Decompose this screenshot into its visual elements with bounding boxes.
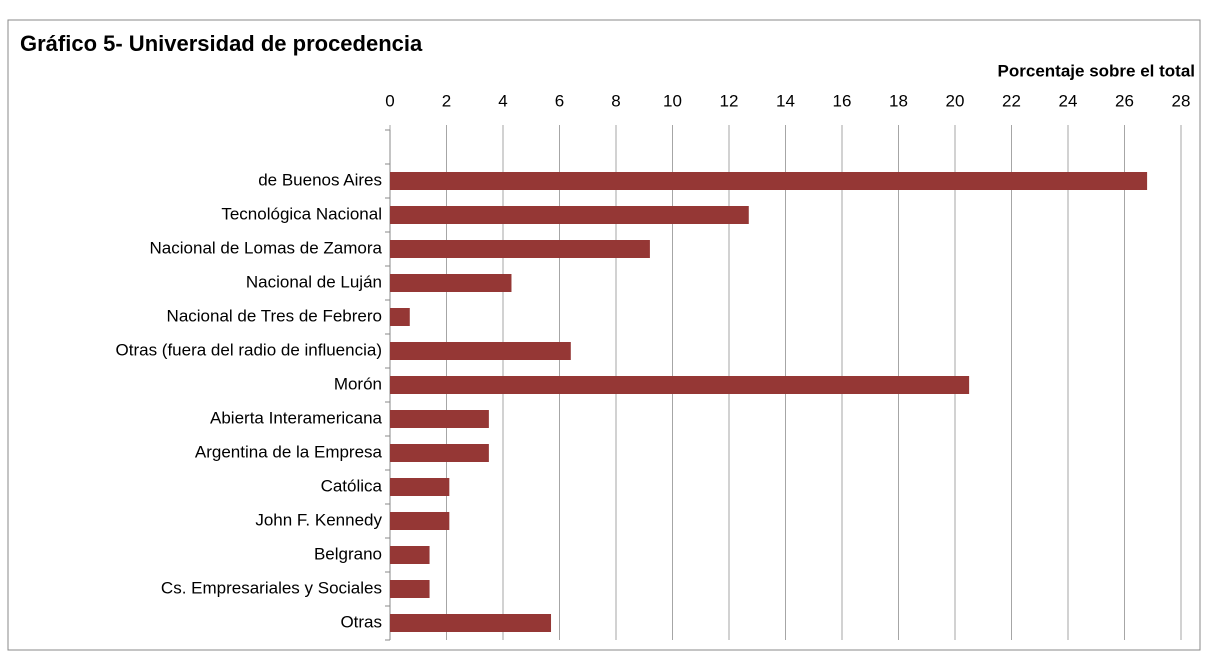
x-tick-label: 8: [611, 91, 620, 110]
x-tick-label: 14: [776, 91, 795, 110]
bar: [390, 478, 450, 496]
y-tick-label: Argentina de la Empresa: [195, 442, 383, 461]
x-tick-label: 12: [720, 91, 739, 110]
bar: [390, 342, 571, 360]
y-tick-label: Morón: [334, 374, 382, 393]
x-tick-label: 4: [498, 91, 507, 110]
y-tick-label: Nacional de Tres de Febrero: [167, 306, 382, 325]
y-tick-label: Otras: [340, 612, 382, 631]
bar: [390, 580, 430, 598]
x-tick-label: 0: [385, 91, 394, 110]
x-tick-label: 28: [1172, 91, 1191, 110]
bar: [390, 546, 430, 564]
y-tick-label: Otras (fuera del radio de influencia): [116, 340, 382, 359]
y-tick-label: Católica: [321, 476, 383, 495]
x-tick-label: 26: [1115, 91, 1134, 110]
y-tick-label: de Buenos Aires: [258, 170, 382, 189]
bar: [390, 308, 410, 326]
bar: [390, 512, 450, 530]
bar: [390, 376, 970, 394]
bar: [390, 410, 489, 428]
x-tick-label: 18: [889, 91, 908, 110]
y-tick-label: Nacional de Lomas de Zamora: [150, 238, 383, 257]
bar: [390, 274, 512, 292]
x-tick-label: 10: [663, 91, 682, 110]
x-tick-label: 2: [442, 91, 451, 110]
y-tick-label: John F. Kennedy: [255, 510, 382, 529]
y-tick-label: Nacional de Luján: [246, 272, 382, 291]
bar: [390, 444, 489, 462]
y-tick-label: Abierta Interamericana: [210, 408, 383, 427]
x-tick-label: 6: [555, 91, 564, 110]
x-tick-label: 20: [946, 91, 965, 110]
x-tick-label: 24: [1059, 91, 1078, 110]
y-tick-label: Cs. Empresariales y Sociales: [161, 578, 382, 597]
bar: [390, 206, 749, 224]
bar: [390, 614, 552, 632]
bar: [390, 240, 650, 258]
bar: [390, 172, 1148, 190]
x-tick-label: 16: [833, 91, 852, 110]
axis-title: Porcentaje sobre el total: [998, 61, 1195, 80]
x-tick-label: 22: [1002, 91, 1021, 110]
chart-title: Gráfico 5- Universidad de procedencia: [20, 31, 423, 56]
y-tick-label: Belgrano: [314, 544, 382, 563]
y-tick-label: Tecnológica Nacional: [221, 204, 382, 223]
chart-border: [7, 19, 1201, 651]
